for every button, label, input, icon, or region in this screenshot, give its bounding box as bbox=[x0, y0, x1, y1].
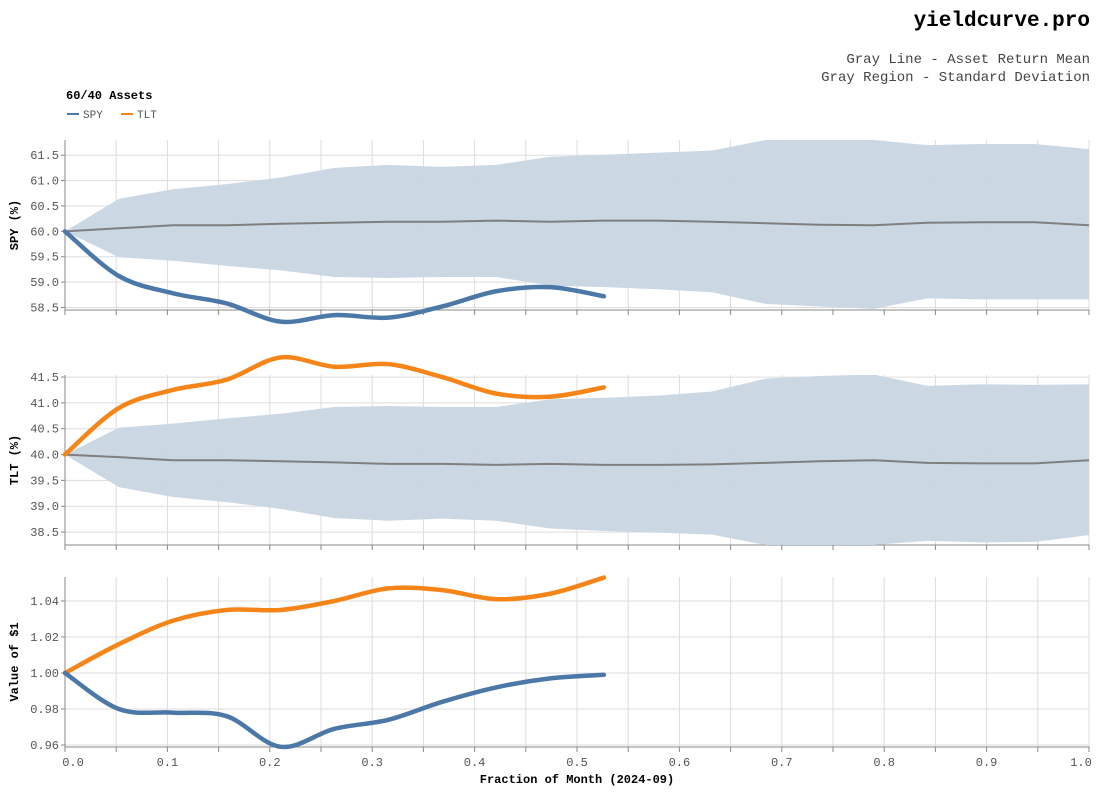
mean-line bbox=[65, 219, 1089, 233]
mean-line bbox=[65, 453, 1089, 466]
series-line-spy bbox=[62, 670, 607, 750]
legend-title: 60/40 Assets bbox=[66, 89, 152, 103]
y-tick-label: 1.00 bbox=[30, 667, 59, 681]
x-tick-label: 0.2 bbox=[259, 756, 281, 770]
series-line-tlt bbox=[62, 354, 607, 457]
y-tick-label: 59.0 bbox=[30, 276, 59, 290]
y-tick-label: 0.96 bbox=[30, 739, 59, 753]
y-tick-label: 41.0 bbox=[30, 397, 59, 411]
std-dev-band bbox=[65, 140, 1089, 309]
y-tick-label: 38.5 bbox=[30, 526, 59, 540]
y-tick-label: 40.0 bbox=[30, 449, 59, 463]
x-tick-label: 0.0 bbox=[62, 756, 84, 770]
y-tick-label: 1.04 bbox=[30, 595, 59, 609]
x-tick-label: 0.6 bbox=[669, 756, 691, 770]
y-tick-label: 39.0 bbox=[30, 500, 59, 514]
y-tick-label: 58.5 bbox=[30, 301, 59, 315]
std-dev-band bbox=[65, 375, 1089, 545]
y-tick-label: 1.02 bbox=[30, 631, 59, 645]
legend: 60/40 Assets SPY TLT bbox=[66, 89, 157, 122]
y-tick-label: 40.5 bbox=[30, 423, 59, 437]
x-tick-label: 0.3 bbox=[361, 756, 383, 770]
x-tick-label: 0.4 bbox=[464, 756, 486, 770]
x-axis-title: Fraction of Month (2024-09) bbox=[480, 773, 674, 787]
y-tick-label: 39.5 bbox=[30, 474, 59, 488]
mean-note: Gray Line - Asset Return Mean bbox=[846, 52, 1090, 68]
y-tick-label: 0.98 bbox=[30, 703, 59, 717]
panel-2: 0.96 0.98 1.00 1.02 1.04 Value of $1 0.0 0.1 0.2… bbox=[8, 575, 1092, 770]
legend-label-spy[interactable]: SPY bbox=[83, 110, 103, 122]
y-tick-label: 41.5 bbox=[30, 371, 59, 385]
panel-1: 38.5 39.0 39.5 40.0 40.5 41.0 41.5 TLT (%) bbox=[8, 354, 1090, 550]
x-tick-label: 0.7 bbox=[771, 756, 793, 770]
y-tick-label: 61.5 bbox=[30, 149, 59, 163]
y-tick-label: 59.5 bbox=[30, 251, 59, 265]
x-tick-label: 0.5 bbox=[566, 756, 588, 770]
series-line-spy bbox=[62, 229, 607, 325]
y-axis-title: SPY (%) bbox=[8, 200, 22, 250]
y-tick-label: 61.0 bbox=[30, 175, 59, 189]
band-note: Gray Region - Standard Deviation bbox=[821, 70, 1090, 86]
y-tick-label: 60.0 bbox=[30, 225, 59, 239]
x-tick-label: 0.1 bbox=[157, 756, 179, 770]
series-line-tlt bbox=[62, 575, 607, 676]
brand-title: yieldcurve.pro bbox=[914, 10, 1090, 33]
y-tick-label: 60.5 bbox=[30, 200, 59, 214]
x-tick-label: 1.0 bbox=[1070, 756, 1092, 770]
legend-label-tlt[interactable]: TLT bbox=[137, 110, 157, 122]
y-axis-title: Value of $1 bbox=[8, 622, 22, 701]
panel-0: 58.5 59.0 59.5 60.0 60.5 61.0 61.5 SPY (%) bbox=[8, 140, 1090, 325]
y-axis-title: TLT (%) bbox=[8, 435, 22, 485]
x-tick-label: 0.9 bbox=[976, 756, 998, 770]
x-tick-label: 0.8 bbox=[873, 756, 895, 770]
